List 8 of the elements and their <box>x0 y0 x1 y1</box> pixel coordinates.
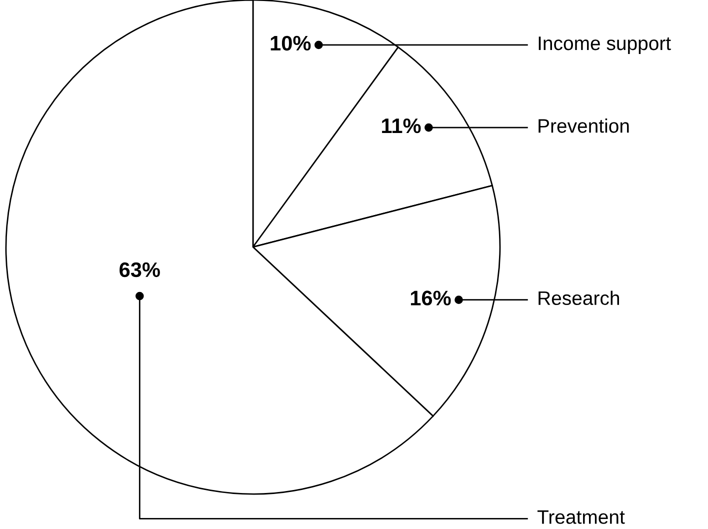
data-label: 63% <box>120 262 160 278</box>
slice-label: Prevention <box>538 118 629 133</box>
slice-label: Income support <box>538 36 671 54</box>
data-label: 16% <box>410 290 451 306</box>
data-label: 10% <box>270 36 311 51</box>
slice-label: Research <box>538 290 620 306</box>
slice-label: Treatment <box>537 510 625 524</box>
data-label: 11% <box>382 118 421 134</box>
